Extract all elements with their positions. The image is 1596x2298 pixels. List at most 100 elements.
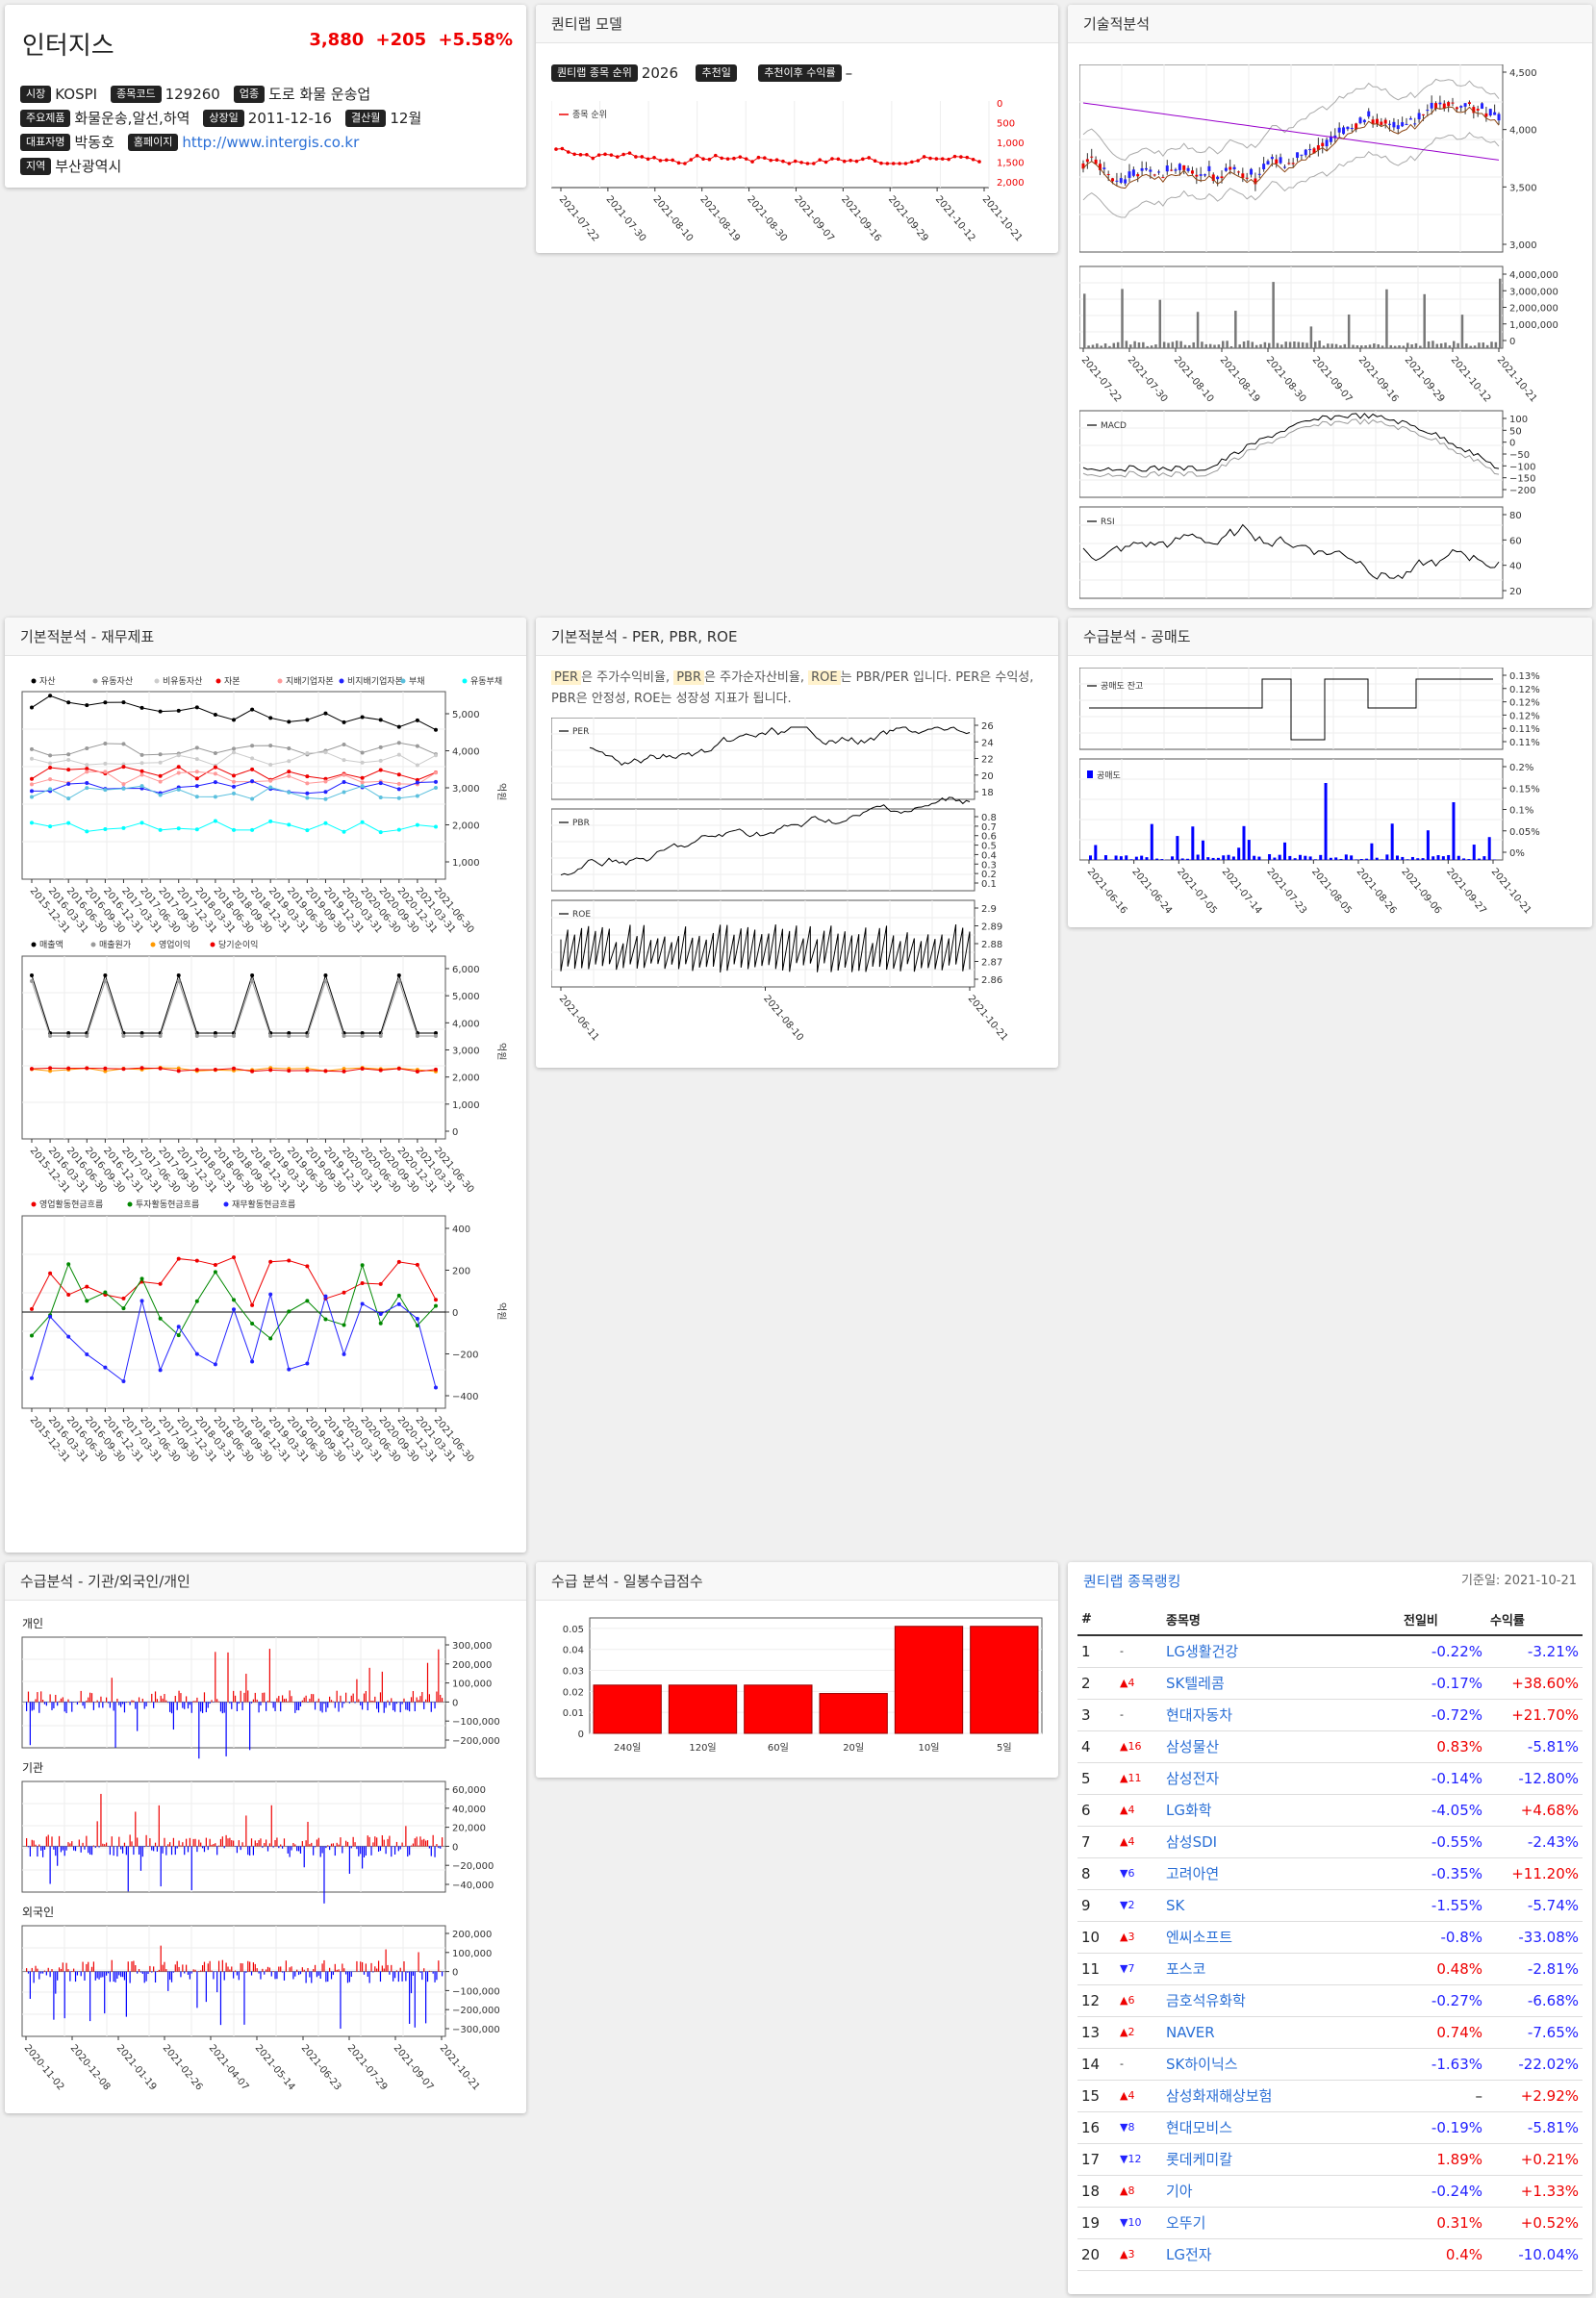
ranking-row[interactable]: 10 ▲3 엔씨소프트 -0.8% -33.08% (1077, 1921, 1583, 1954)
rank-stock-name[interactable]: 삼성물산 (1162, 1730, 1400, 1763)
for-bar (37, 1968, 38, 1972)
flow-card: 수급분석 - 기관/외국인/개인 개인 300,000 200,000 100,000… (5, 1562, 526, 2113)
for-bar (120, 1971, 122, 1978)
volume-bar (1192, 341, 1195, 348)
volume-tick-label: 4,000,000 (1509, 270, 1558, 281)
ranking-row[interactable]: 16 ▼8 현대모비스 -0.19% -5.81% (1077, 2111, 1583, 2144)
bs-point (287, 720, 291, 724)
volume-bar (1259, 343, 1262, 348)
ranking-row[interactable]: 6 ▲4 LG화학 -4.05% +4.68% (1077, 1794, 1583, 1827)
bs-point (158, 752, 163, 757)
roe-line (560, 923, 971, 973)
rank-stock-name[interactable]: 현대자동차 (1162, 1699, 1400, 1731)
rank-stock-name[interactable]: 금호석유화학 (1162, 1984, 1400, 2017)
is-point (213, 1031, 217, 1035)
ind-bar (410, 1697, 413, 1703)
quant-point (793, 159, 798, 164)
ranking-row[interactable]: 13 ▲2 NAVER 0.74% -7.65% (1077, 2016, 1583, 2049)
bs-point (66, 821, 71, 825)
ranking-row[interactable]: 8 ▼6 고려아연 -0.35% +11.20% (1077, 1857, 1583, 1890)
ranking-row[interactable]: 3 - 현대자동차 -0.72% +21.70% (1077, 1699, 1583, 1731)
candle-body (1124, 179, 1127, 184)
rank-stock-name[interactable]: 엔씨소프트 (1162, 1921, 1400, 1954)
ranking-row[interactable]: 19 ▼10 오뚜기 0.31% +0.52% (1077, 2207, 1583, 2239)
for-bar (118, 1971, 120, 1976)
bs-point (85, 829, 89, 834)
ind-bar (233, 1690, 235, 1703)
rank-stock-name[interactable]: SK (1162, 1889, 1400, 1922)
rsi-legend: RSI (1101, 518, 1115, 527)
rank-stock-name[interactable]: LG생활건강 (1162, 1635, 1400, 1668)
rank-day-change: 0.83% (1400, 1730, 1486, 1763)
bs-point (176, 770, 181, 775)
ind-bar (264, 1692, 266, 1703)
inst-bar (395, 1841, 398, 1847)
inst-bar (434, 1846, 436, 1857)
for-bar (238, 1971, 240, 1981)
quant-tick-label: 0 (997, 99, 1002, 110)
ranking-row[interactable]: 17 ▼12 롯데케미칼 1.89% +0.21% (1077, 2143, 1583, 2176)
shortvol-bar (1359, 859, 1363, 860)
bs-point (194, 745, 199, 750)
bs-point (342, 758, 346, 763)
volume-bar (1087, 345, 1090, 348)
for-bar (187, 1971, 190, 1975)
rank-stock-name[interactable]: NAVER (1162, 2016, 1400, 2049)
ranking-row[interactable]: 18 ▲8 기아 -0.24% +1.33% (1077, 2175, 1583, 2208)
homepage-link[interactable]: http://www.intergis.co.kr (182, 133, 360, 151)
is-legend-swatch (210, 942, 215, 947)
rank-stock-name[interactable]: LG화학 (1162, 1794, 1400, 1827)
for-bar (330, 1971, 333, 1980)
rank-stock-name[interactable]: 기아 (1162, 2175, 1400, 2208)
rank-stock-name[interactable]: 포스코 (1162, 1953, 1400, 1985)
rank-stock-name[interactable]: 오뚜기 (1162, 2207, 1400, 2239)
ranking-row[interactable]: 12 ▲6 금호석유화학 -0.27% -6.68% (1077, 1984, 1583, 2017)
ranking-row[interactable]: 7 ▲4 삼성SDI -0.55% -2.43% (1077, 1826, 1583, 1858)
rank-stock-name[interactable]: 삼성SDI (1162, 1826, 1400, 1858)
ranking-row[interactable]: 4 ▲16 삼성물산 0.83% -5.81% (1077, 1730, 1583, 1763)
ranking-row[interactable]: 9 ▼2 SK -1.55% -5.74% (1077, 1889, 1583, 1922)
pbr-term: PBR (673, 670, 705, 685)
rank-stock-name[interactable]: 삼성화재해상보험 (1162, 2080, 1400, 2112)
rank-stock-name[interactable]: SK텔레콤 (1162, 1667, 1400, 1700)
inst-bar (196, 1846, 198, 1853)
is-point (158, 1066, 163, 1071)
ranking-row[interactable]: 5 ▲11 삼성전자 -0.14% -12.80% (1077, 1762, 1583, 1795)
for-tick-label: 200,000 (452, 1930, 492, 1940)
rank-stock-name[interactable]: 고려아연 (1162, 1857, 1400, 1890)
rank-return: +1.33% (1486, 2175, 1583, 2208)
for-bar (141, 1971, 143, 1974)
ranking-row[interactable]: 11 ▼7 포스코 0.48% -2.81% (1077, 1953, 1583, 1985)
rank-day-change: -0.27% (1400, 1984, 1486, 2017)
ranking-row[interactable]: 15 ▲4 삼성화재해상보험 – +2.92% (1077, 2080, 1583, 2112)
is-point (48, 1066, 53, 1071)
for-bar (27, 1971, 30, 1974)
inst-bar (203, 1846, 206, 1853)
ranking-row[interactable]: 20 ▲3 LG전자 0.4% -10.04% (1077, 2238, 1583, 2271)
bs-point (415, 718, 419, 722)
rank-return: -12.80% (1486, 1762, 1583, 1795)
rank-stock-name[interactable]: 삼성전자 (1162, 1762, 1400, 1795)
cf-point (85, 1299, 89, 1303)
for-bar (203, 1961, 206, 1972)
ranking-row[interactable]: 2 ▲4 SK텔레콤 -0.17% +38.60% (1077, 1667, 1583, 1700)
ind-bar (129, 1702, 131, 1705)
bs-point (30, 782, 34, 787)
is-point (342, 1034, 346, 1038)
shortbal-legend: 공매도 잔고 (1101, 681, 1143, 692)
rank-move: ▲4 (1116, 2080, 1162, 2112)
rank-stock-name[interactable]: 롯데케미칼 (1162, 2143, 1400, 2176)
rank-stock-name[interactable]: LG전자 (1162, 2238, 1400, 2271)
shortbal-tick-label: 0.13% (1509, 671, 1540, 682)
bs-point (342, 829, 346, 834)
cf-point (232, 1298, 236, 1302)
ranking-row[interactable]: 14 - SK하이닉스 -1.63% -22.02% (1077, 2048, 1583, 2081)
bs-point (85, 703, 89, 708)
rank-stock-name[interactable]: SK하이닉스 (1162, 2048, 1400, 2081)
for-bar (43, 1970, 46, 1972)
for-bar (65, 1962, 67, 1972)
ranking-row[interactable]: 1 - LG생활건강 -0.22% -3.21% (1077, 1635, 1583, 1668)
rank-stock-name[interactable]: 현대모비스 (1162, 2111, 1400, 2144)
inst-bar (169, 1842, 171, 1847)
cf-point (305, 1264, 310, 1269)
